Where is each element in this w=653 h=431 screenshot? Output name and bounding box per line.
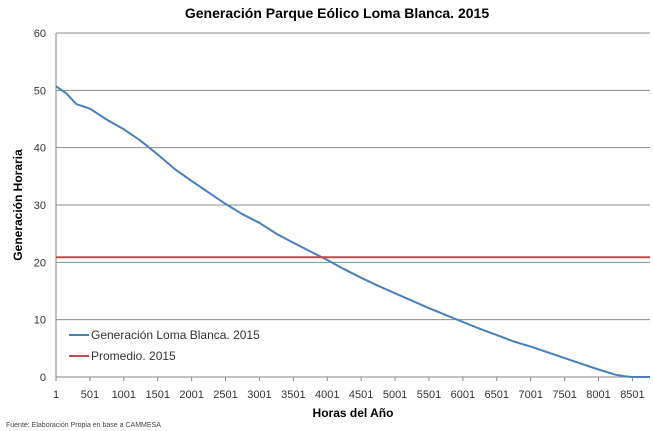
- x-tick-label: 8001: [586, 389, 610, 401]
- x-tick-label: 4001: [315, 389, 339, 401]
- x-tick-label: 3501: [281, 389, 305, 401]
- y-tick-label: 0: [40, 372, 46, 384]
- x-tick-label: 1501: [145, 389, 169, 401]
- legend: Generación Loma Blanca. 2015 Promedio. 20…: [69, 328, 260, 363]
- x-tick-label: 5001: [383, 389, 407, 401]
- y-tick-label: 60: [34, 28, 46, 40]
- grid: [55, 32, 650, 378]
- source-note: Fuente: Elaboración Propia en base a CAM…: [6, 422, 161, 429]
- x-tick-label: 1001: [112, 389, 136, 401]
- y-tick-label: 40: [34, 143, 46, 155]
- y-tick-label: 50: [34, 85, 46, 97]
- y-tick-label: 10: [34, 315, 46, 327]
- series-line-1: [55, 85, 650, 378]
- x-tick-label: 2001: [179, 389, 203, 401]
- x-tick-label: 6001: [451, 389, 475, 401]
- y-axis-ticks: 0 10 20 30 40 50 60: [34, 28, 46, 384]
- x-tick-label: 6501: [485, 389, 509, 401]
- x-tick-label: 2501: [213, 389, 237, 401]
- x-tick-label: 4501: [349, 389, 373, 401]
- y-tick-label: 30: [34, 200, 46, 212]
- x-tick-label: 8501: [620, 389, 644, 401]
- chart-title: Generación Parque Eólico Loma Blanca. 20…: [185, 5, 489, 21]
- legend-label-1: Generación Loma Blanca. 2015: [91, 328, 260, 342]
- x-axis-label: Horas del Año: [313, 406, 394, 420]
- x-tick-label: 5501: [417, 389, 441, 401]
- legend-label-2: Promedio. 2015: [91, 349, 176, 363]
- x-tick-label: 7001: [518, 389, 542, 401]
- x-tick-label: 7501: [552, 389, 576, 401]
- x-tick-label: 3001: [247, 389, 271, 401]
- x-axis-ticks: 1 501 1001 1501 2001 2501 3001 3501 4001 4501 5001…: [53, 377, 645, 401]
- x-tick-label: 501: [81, 389, 99, 401]
- x-tick-label: 1: [53, 389, 59, 401]
- series-layer: [55, 85, 650, 378]
- y-axis-label: Generación Horaria: [11, 149, 25, 261]
- y-tick-label: 20: [34, 257, 46, 269]
